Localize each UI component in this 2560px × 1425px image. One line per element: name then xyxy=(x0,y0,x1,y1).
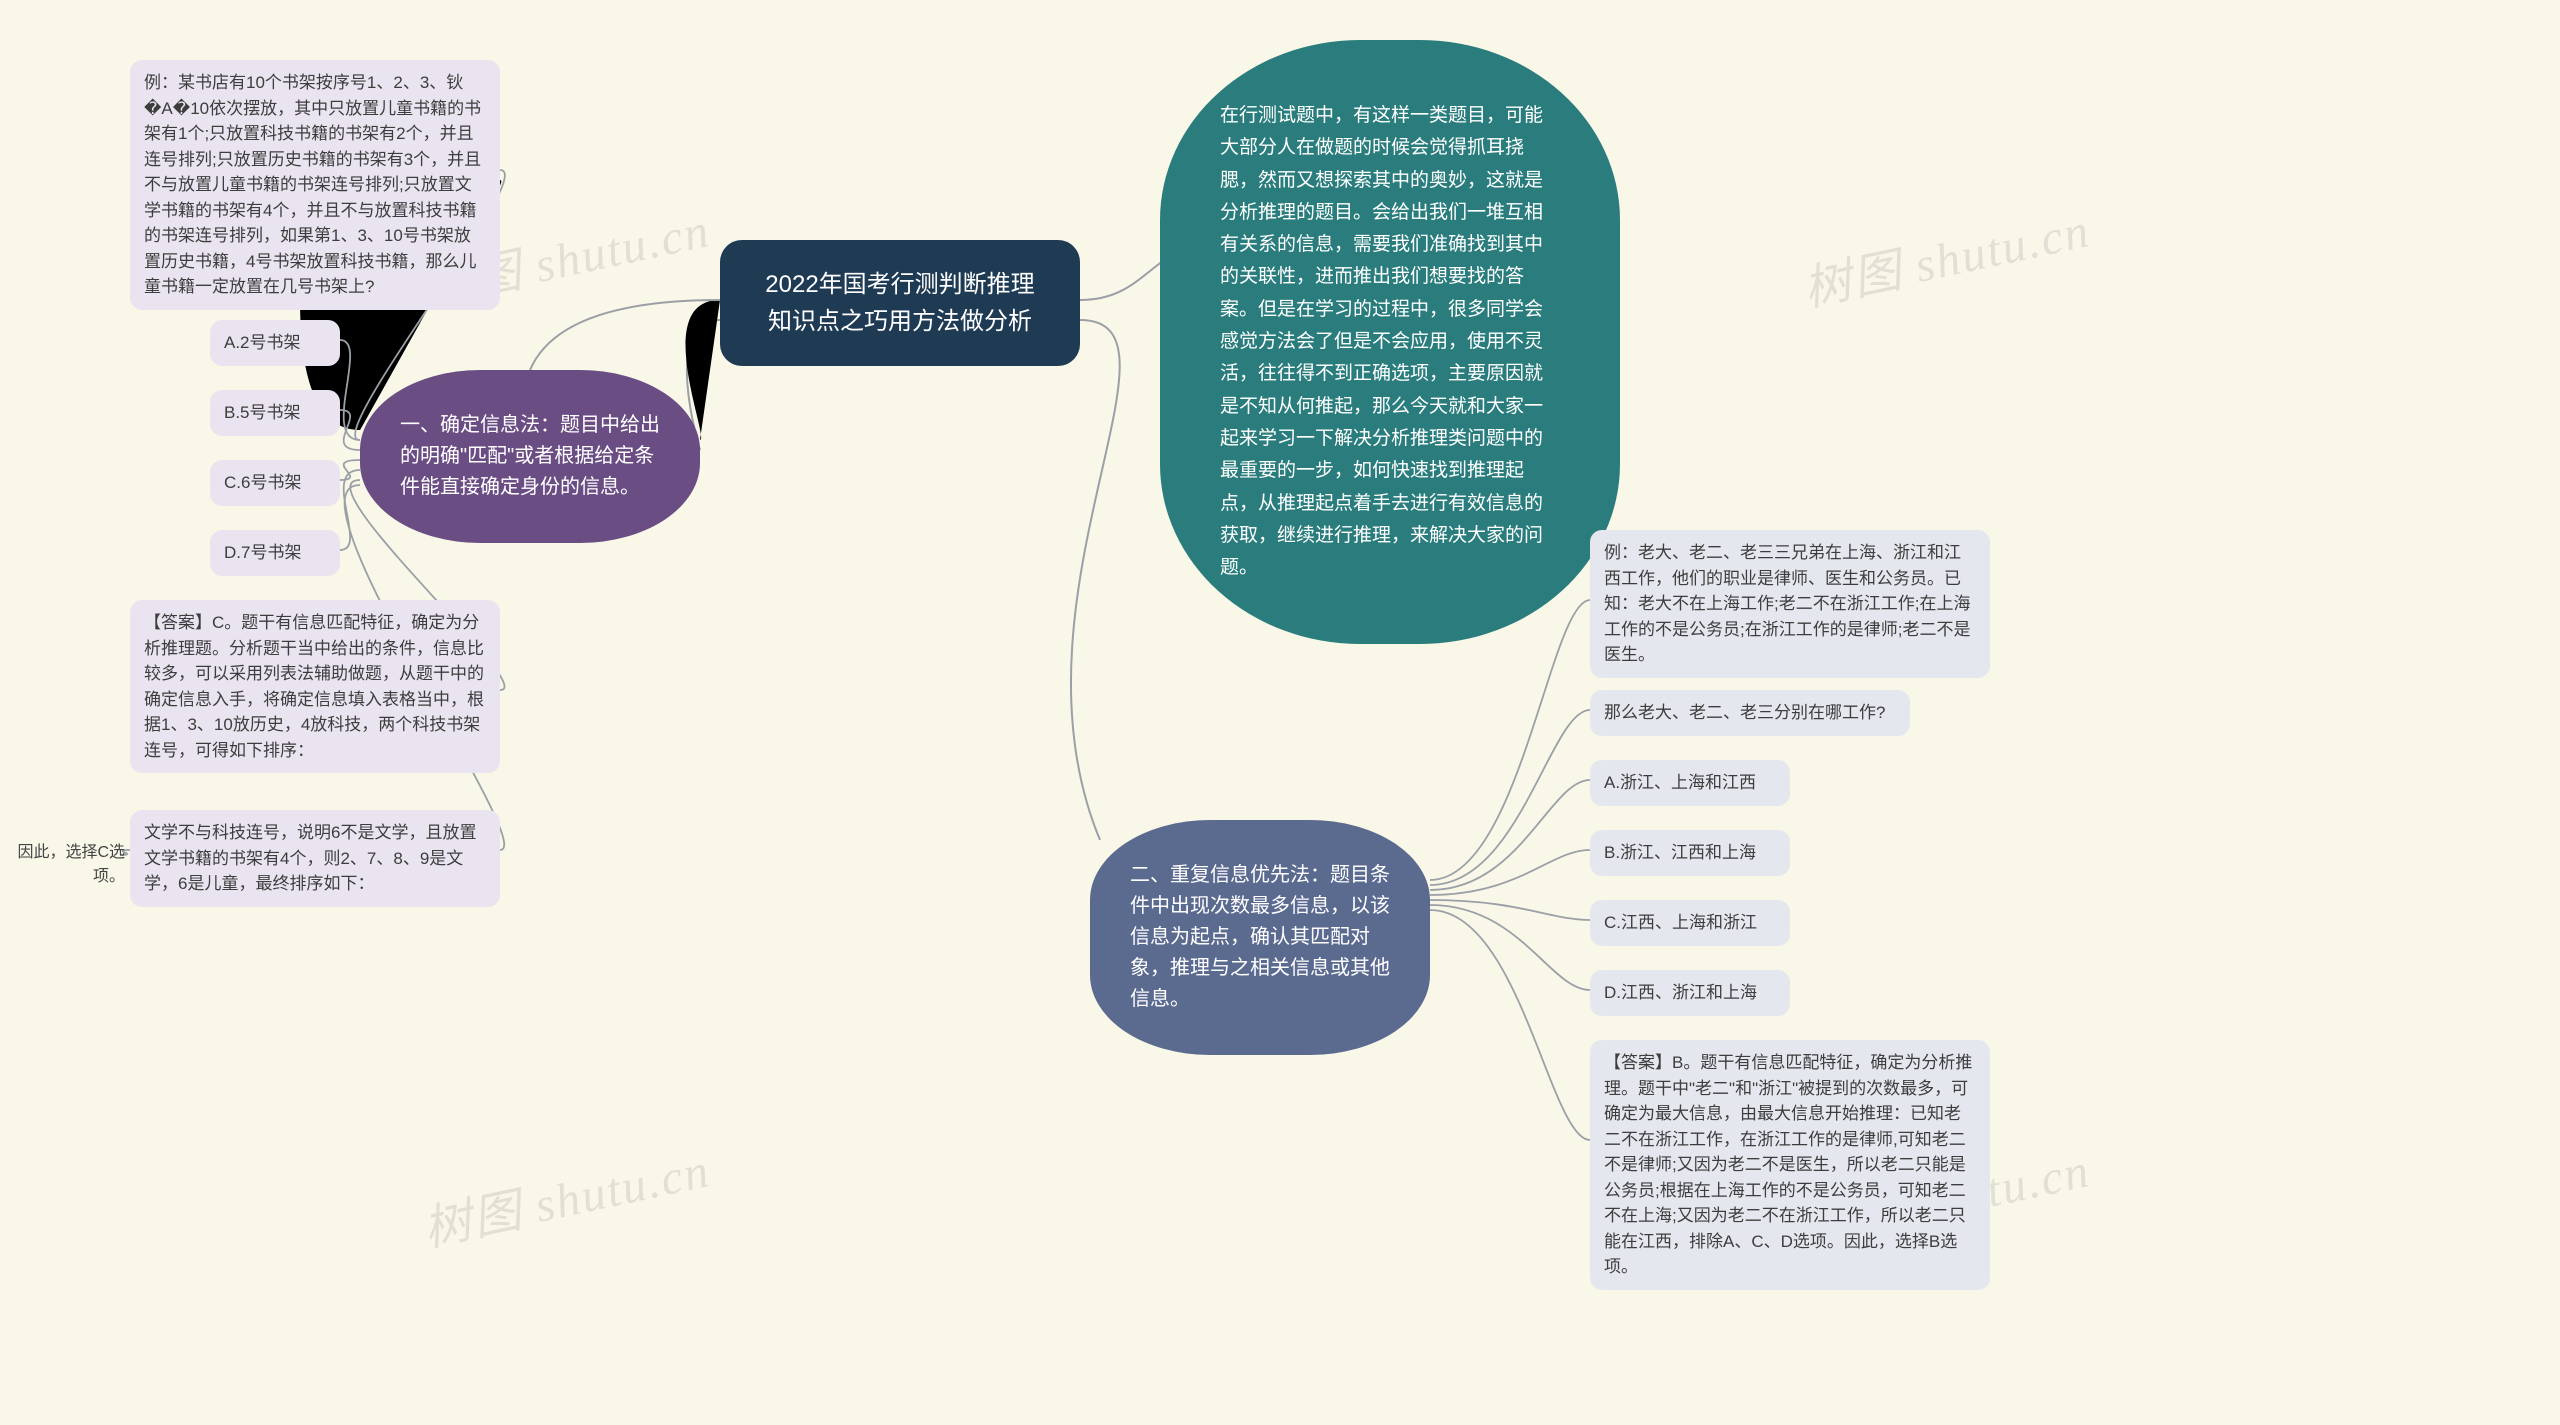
intro-text: 在行测试题中，有这样一类题目，可能大部分人在做题的时候会觉得抓耳挠腮，然而又想探… xyxy=(1220,105,1543,578)
m1-option-d: D.7号书架 xyxy=(210,530,340,576)
center-node: 2022年国考行测判断推理 知识点之巧用方法做分析 xyxy=(720,240,1080,366)
method1-node: 一、确定信息法：题目中给出的明确"匹配"或者根据给定条件能直接确定身份的信息。 xyxy=(360,370,700,543)
m2-option-a: A.浙江、上海和江西 xyxy=(1590,760,1790,806)
center-title: 2022年国考行测判断推理 知识点之巧用方法做分析 xyxy=(765,271,1034,335)
m2-option-d-text: D.江西、浙江和上海 xyxy=(1604,983,1757,1002)
m2-option-d: D.江西、浙江和上海 xyxy=(1590,970,1790,1016)
m1-answer-text: 【答案】C。题干有信息匹配特征，确定为分析推理题。分析题干当中给出的条件，信息比… xyxy=(144,613,484,760)
m2-answer: 【答案】B。题干有信息匹配特征，确定为分析推理。题干中"老二"和"浙江"被提到的… xyxy=(1590,1040,1990,1290)
m1-answer2: 文学不与科技连号，说明6不是文学，且放置文学书籍的书架有4个，则2、7、8、9是… xyxy=(130,810,500,907)
m1-answer: 【答案】C。题干有信息匹配特征，确定为分析推理题。分析题干当中给出的条件，信息比… xyxy=(130,600,500,773)
m1-option-a-text: A.2号书架 xyxy=(224,333,301,352)
m2-option-b: B.浙江、江西和上海 xyxy=(1590,830,1790,876)
m1-option-b-text: B.5号书架 xyxy=(224,403,301,422)
m1-conclusion-text: 因此，选择C选项。 xyxy=(17,844,125,885)
m1-option-d-text: D.7号书架 xyxy=(224,543,301,562)
m1-example: 例：某书店有10个书架按序号1、2、3、钬�A�10依次摆放，其中只放置儿童书籍… xyxy=(130,60,500,310)
m2-option-a-text: A.浙江、上海和江西 xyxy=(1604,773,1756,792)
intro-node: 在行测试题中，有这样一类题目，可能大部分人在做题的时候会觉得抓耳挠腮，然而又想探… xyxy=(1160,40,1620,644)
m2-option-b-text: B.浙江、江西和上海 xyxy=(1604,843,1756,862)
m1-option-a: A.2号书架 xyxy=(210,320,340,366)
m2-example: 例：老大、老二、老三三兄弟在上海、浙江和江西工作，他们的职业是律师、医生和公务员… xyxy=(1590,530,1990,678)
watermark: 树图 shutu.cn xyxy=(1796,190,2096,319)
m2-option-c-text: C.江西、上海和浙江 xyxy=(1604,913,1757,932)
m2-question-text: 那么老大、老二、老三分别在哪工作? xyxy=(1604,703,1885,722)
m1-answer2-text: 文学不与科技连号，说明6不是文学，且放置文学书籍的书架有4个，则2、7、8、9是… xyxy=(144,823,476,893)
m2-example-text: 例：老大、老二、老三三兄弟在上海、浙江和江西工作，他们的职业是律师、医生和公务员… xyxy=(1604,543,1970,664)
m1-option-c: C.6号书架 xyxy=(210,460,340,506)
m2-question: 那么老大、老二、老三分别在哪工作? xyxy=(1590,690,1910,736)
method2-title: 二、重复信息优先法：题目条件中出现次数最多信息，以该信息为起点，确认其匹配对象，… xyxy=(1130,864,1390,1010)
m2-option-c: C.江西、上海和浙江 xyxy=(1590,900,1790,946)
m2-answer-text: 【答案】B。题干有信息匹配特征，确定为分析推理。题干中"老二"和"浙江"被提到的… xyxy=(1604,1053,1972,1276)
m1-option-b: B.5号书架 xyxy=(210,390,340,436)
m1-example-text: 例：某书店有10个书架按序号1、2、3、钬�A�10依次摆放，其中只放置儿童书籍… xyxy=(144,73,481,296)
watermark: 树图 shutu.cn xyxy=(416,1130,716,1259)
method2-node: 二、重复信息优先法：题目条件中出现次数最多信息，以该信息为起点，确认其匹配对象，… xyxy=(1090,820,1430,1055)
m1-conclusion: 因此，选择C选项。 xyxy=(0,838,125,886)
method1-title: 一、确定信息法：题目中给出的明确"匹配"或者根据给定条件能直接确定身份的信息。 xyxy=(400,414,660,498)
m1-option-c-text: C.6号书架 xyxy=(224,473,301,492)
